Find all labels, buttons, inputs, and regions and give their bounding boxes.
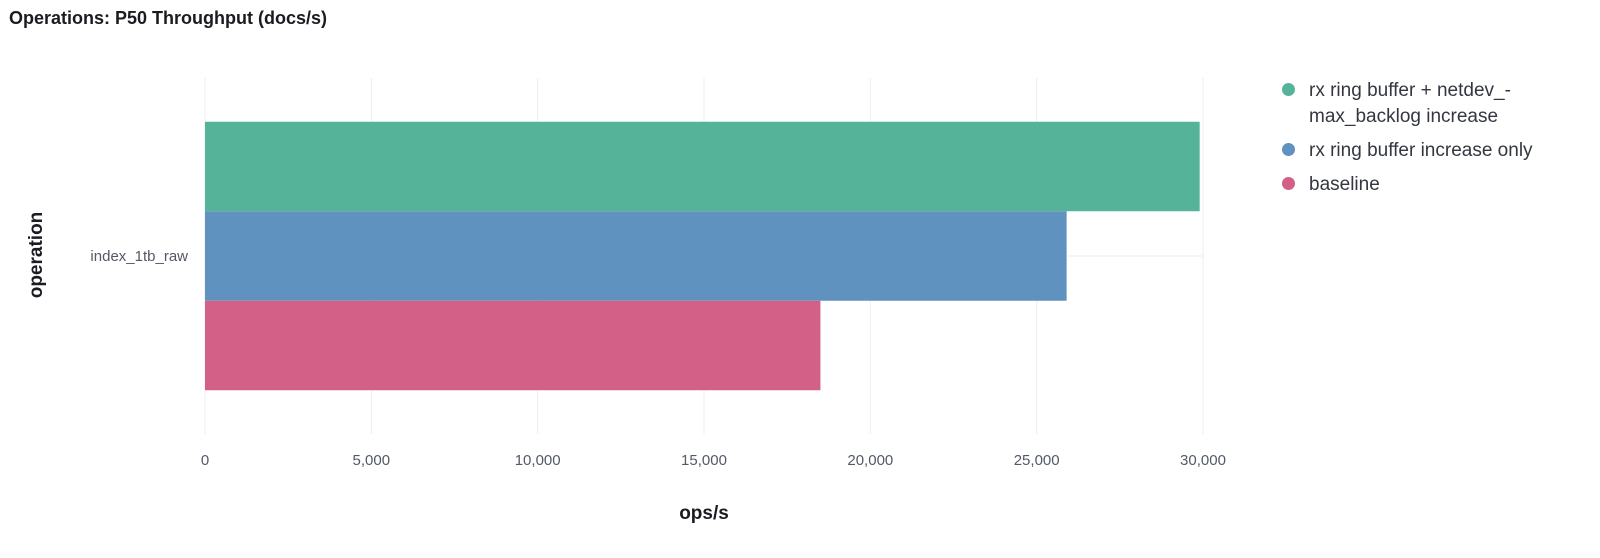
legend-label-line: baseline <box>1309 174 1380 195</box>
legend-label-line: max_backlog increase <box>1309 106 1499 127</box>
legend-item[interactable]: baseline <box>1282 172 1592 198</box>
x-axis-title: ops/s <box>679 503 729 524</box>
legend-swatch <box>1282 83 1295 96</box>
x-tick-label: 30,000 <box>1180 452 1226 469</box>
legend: rx ring buffer + netdev_- max_backlog inc… <box>1282 78 1592 206</box>
bar-0[interactable] <box>205 121 1200 212</box>
legend-item[interactable]: rx ring buffer + netdev_- max_backlog inc… <box>1282 78 1592 130</box>
legend-swatch <box>1282 143 1295 156</box>
y-axis-ticks: index_1tb_raw <box>90 248 188 265</box>
bars <box>205 121 1200 391</box>
bar-1[interactable] <box>205 211 1067 301</box>
legend-label: baseline <box>1309 172 1380 198</box>
x-tick-label: 20,000 <box>847 452 893 469</box>
legend-label-line: rx ring buffer increase only <box>1309 140 1533 161</box>
x-tick-label: 15,000 <box>681 452 727 469</box>
x-tick-label: 5,000 <box>353 452 391 469</box>
legend-item[interactable]: rx ring buffer increase only <box>1282 138 1592 164</box>
legend-swatch <box>1282 177 1295 190</box>
legend-label-line: rx ring buffer + netdev_- <box>1309 80 1511 101</box>
y-tick-label: index_1tb_raw <box>90 248 188 265</box>
y-axis-title: operation <box>26 212 47 299</box>
legend-label: rx ring buffer increase only <box>1309 138 1533 164</box>
panel-title: Operations: P50 Throughput (docs/s) <box>9 8 328 28</box>
x-tick-label: 0 <box>201 452 209 469</box>
legend-label: rx ring buffer + netdev_- max_backlog inc… <box>1309 78 1511 130</box>
bar-2[interactable] <box>205 300 821 391</box>
x-axis-ticks: 0 5,000 10,000 15,000 20,000 25,000 30,000 <box>201 452 1226 469</box>
x-tick-label: 10,000 <box>515 452 561 469</box>
x-tick-label: 25,000 <box>1014 452 1060 469</box>
